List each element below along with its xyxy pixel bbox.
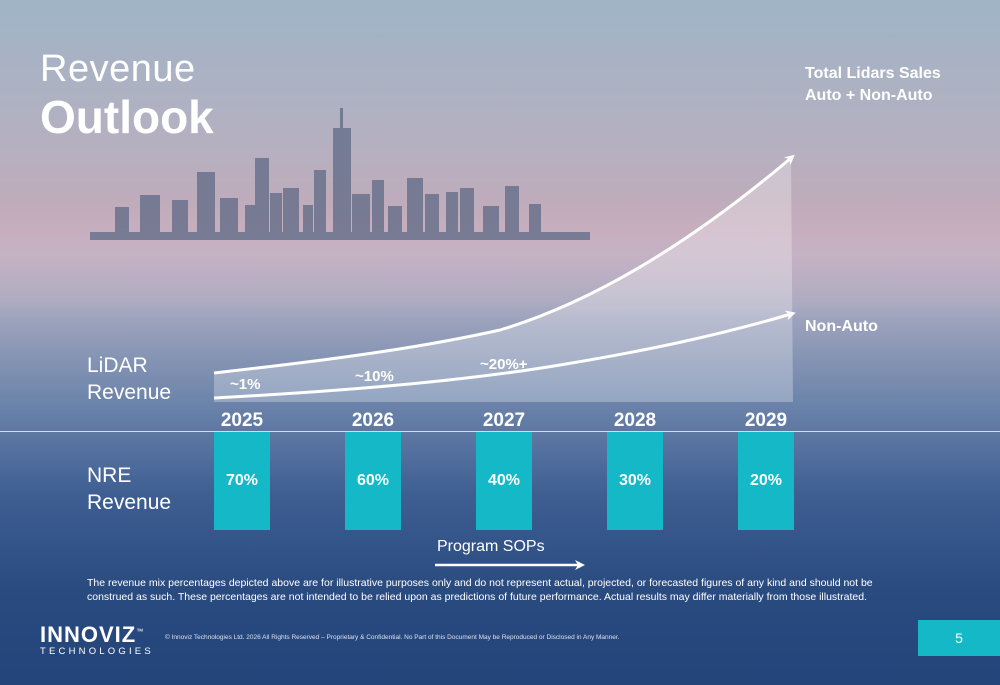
lidar-share-2025: ~1%: [230, 376, 261, 393]
innoviz-logo: INNOVIZ™: [40, 622, 144, 648]
nre-bar-label-2029: 20%: [749, 472, 783, 489]
nre-bar-label-2025: 70%: [225, 472, 259, 489]
title-line-2: Outlook: [40, 91, 214, 143]
nre-revenue-label-line-1: NRE: [87, 464, 132, 487]
nre-bar-label-2028: 30%: [618, 472, 652, 489]
lidar-share-2027: ~20%+: [480, 356, 528, 373]
page-number: 5: [955, 630, 963, 646]
logo-text: INNOVIZ: [40, 622, 137, 647]
nre-bar-2029: 20%: [738, 432, 794, 530]
lidar-revenue-label-line-2: Revenue: [87, 381, 172, 404]
lidar-revenue-label-line-1: LiDAR: [87, 354, 148, 377]
total-lidars-legend: Total Lidars Sales Auto + Non-Auto: [805, 63, 941, 107]
divider-line: [0, 431, 1000, 432]
non-auto-line: [213, 310, 796, 400]
nre-bar-label-2026: 60%: [356, 472, 390, 489]
nre-revenue-label: NRE Revenue: [87, 462, 171, 516]
total-lidars-legend-line-2: Auto + Non-Auto: [805, 87, 933, 104]
logo-trademark: ™: [136, 628, 145, 636]
total-lidars-line: [213, 154, 795, 375]
nre-bar-label-2027: 40%: [487, 472, 521, 489]
nre-bar-2028: 30%: [607, 432, 663, 530]
program-sops-label: Program SOPs: [437, 538, 545, 555]
lidar-revenue-label: LiDAR Revenue: [87, 352, 171, 406]
nre-bar-2025: 70%: [214, 432, 270, 530]
year-label-2029: 2029: [744, 410, 788, 431]
copyright-text: © Innoviz Technologies Ltd. 2026 All Rig…: [165, 634, 620, 641]
disclaimer-text: The revenue mix percentages depicted abo…: [87, 577, 873, 603]
title-line-1: Revenue: [40, 48, 196, 90]
nre-bar-2026: 60%: [345, 432, 401, 530]
logo-subtitle: TECHNOLOGIES: [40, 646, 154, 657]
year-label-2026: 2026: [351, 410, 395, 431]
fog-haze: [0, 200, 1000, 320]
nre-bar-2027: 40%: [476, 432, 532, 530]
year-label-2028: 2028: [613, 410, 657, 431]
total-lidars-legend-line-1: Total Lidars Sales: [805, 65, 941, 82]
total-lidar-area: [214, 158, 793, 402]
year-label-2025: 2025: [220, 410, 264, 431]
nre-revenue-label-line-2: Revenue: [87, 491, 172, 514]
non-auto-legend: Non-Auto: [805, 318, 878, 335]
year-label-2027: 2027: [482, 410, 526, 431]
page-number-badge: 5: [918, 620, 1000, 656]
lidar-share-2026: ~10%: [355, 368, 394, 385]
